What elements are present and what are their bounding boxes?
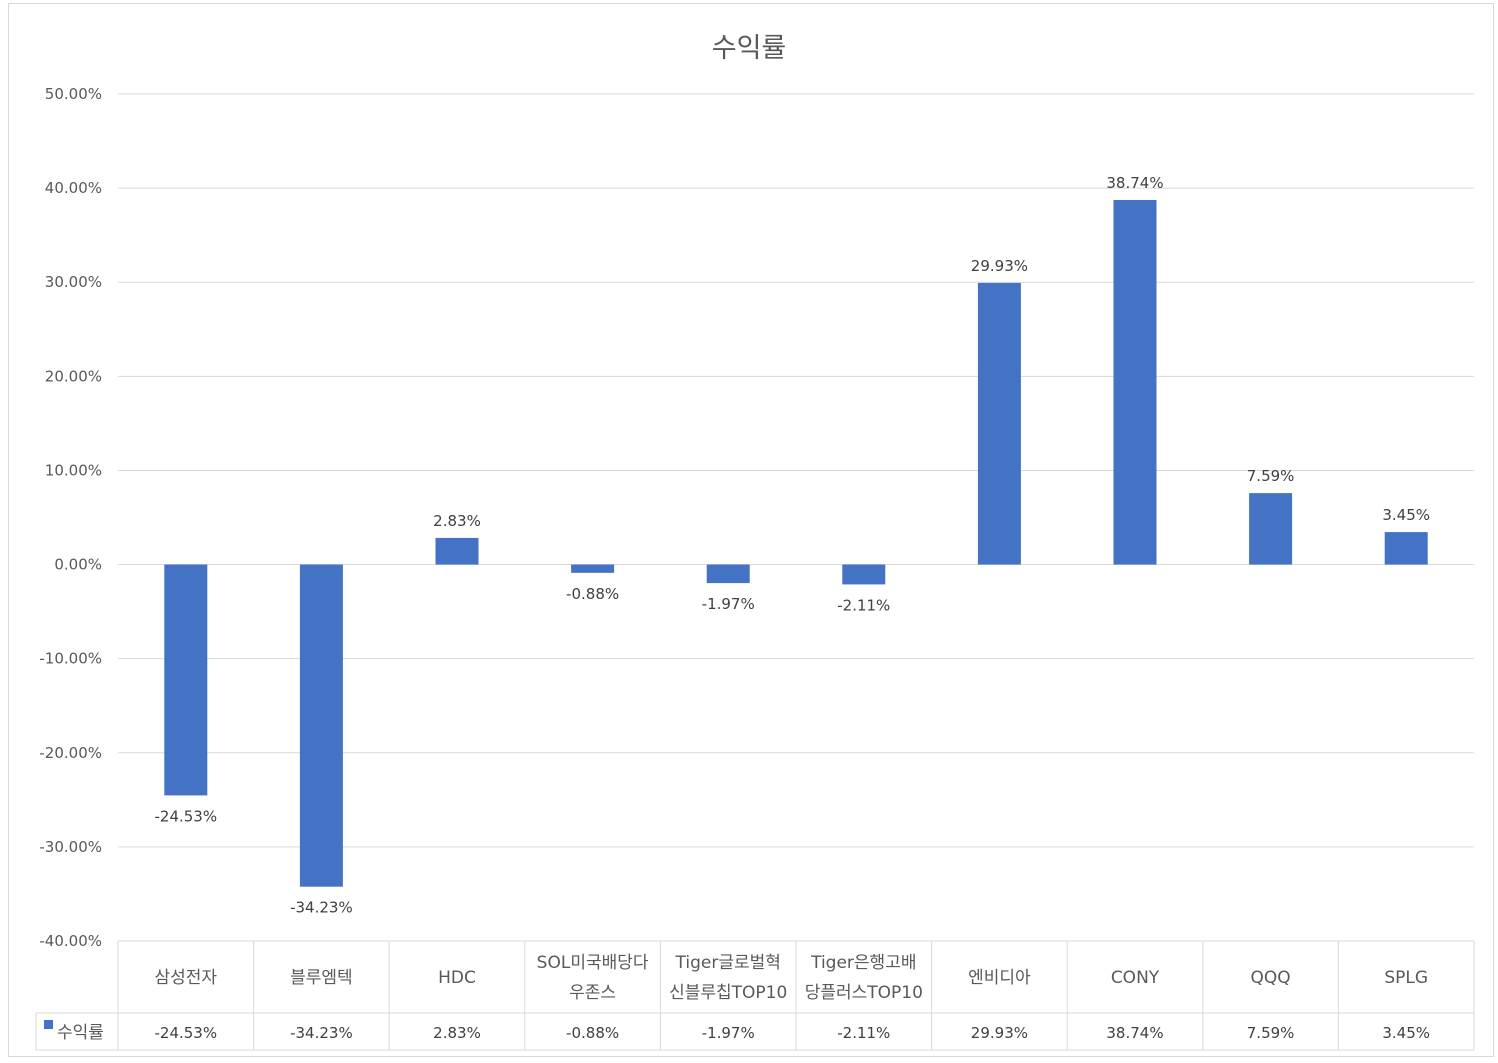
bar [1113, 199, 1157, 565]
category-label: Tiger글로벌혁 [675, 953, 781, 973]
category-label: 당플러스TOP10 [805, 983, 923, 1003]
category-label: 우존스 [569, 983, 616, 1003]
y-tick-label: 0.00% [54, 556, 102, 574]
category-label: Tiger은행고배 [810, 953, 916, 973]
table-value: -34.23% [290, 1024, 353, 1042]
legend-label: 수익률 [57, 1023, 104, 1043]
category-label: SPLG [1384, 968, 1428, 988]
y-tick-label: 10.00% [45, 461, 102, 479]
chart-frame [8, 3, 1494, 1057]
bar [1249, 493, 1293, 565]
bar [1384, 532, 1428, 565]
data-label: 2.83% [433, 512, 481, 530]
category-label: SOL미국배당다 [537, 953, 649, 973]
table-value: 29.93% [971, 1024, 1028, 1042]
bar [164, 564, 208, 796]
y-tick-label: 20.00% [45, 367, 102, 385]
category-label: 블루엠텍 [290, 968, 353, 988]
y-tick-label: -40.00% [39, 932, 102, 950]
y-tick-label: -30.00% [39, 838, 102, 856]
category-label: HDC [438, 968, 476, 988]
data-label: 29.93% [971, 257, 1028, 275]
y-tick-label: 30.00% [45, 273, 102, 291]
table-value: 7.59% [1247, 1024, 1295, 1042]
category-label: 삼성전자 [155, 968, 218, 988]
y-tick-label: 50.00% [45, 85, 102, 103]
table-value: 3.45% [1382, 1024, 1430, 1042]
chart-title: 수익률 [711, 33, 787, 64]
data-label: 38.74% [1106, 174, 1163, 192]
y-tick-label: -10.00% [39, 650, 102, 668]
category-label: 엔비디아 [968, 968, 1031, 988]
bar [842, 564, 886, 585]
category-label: 신블루칩TOP10 [669, 983, 787, 1003]
data-label: 3.45% [1382, 506, 1430, 524]
table-value: -24.53% [154, 1024, 217, 1042]
bar [571, 564, 615, 573]
category-label: CONY [1111, 968, 1160, 988]
data-label: -24.53% [154, 807, 217, 825]
y-tick-label: 40.00% [45, 179, 102, 197]
table-value: -1.97% [702, 1024, 755, 1042]
legend-swatch [44, 1020, 53, 1029]
data-label: -1.97% [702, 595, 755, 613]
bar [706, 564, 750, 584]
data-label: 7.59% [1247, 467, 1295, 485]
bar [977, 282, 1021, 565]
data-label: -2.11% [837, 596, 890, 614]
category-label: QQQ [1251, 968, 1291, 988]
table-value: 38.74% [1106, 1024, 1163, 1042]
table-value: 2.83% [433, 1024, 481, 1042]
bar [435, 537, 479, 565]
y-tick-label: -20.00% [39, 744, 102, 762]
bar [299, 564, 343, 887]
table-value: -0.88% [566, 1024, 619, 1042]
data-label: -34.23% [290, 899, 353, 917]
table-value: -2.11% [837, 1024, 890, 1042]
data-label: -0.88% [566, 585, 619, 603]
